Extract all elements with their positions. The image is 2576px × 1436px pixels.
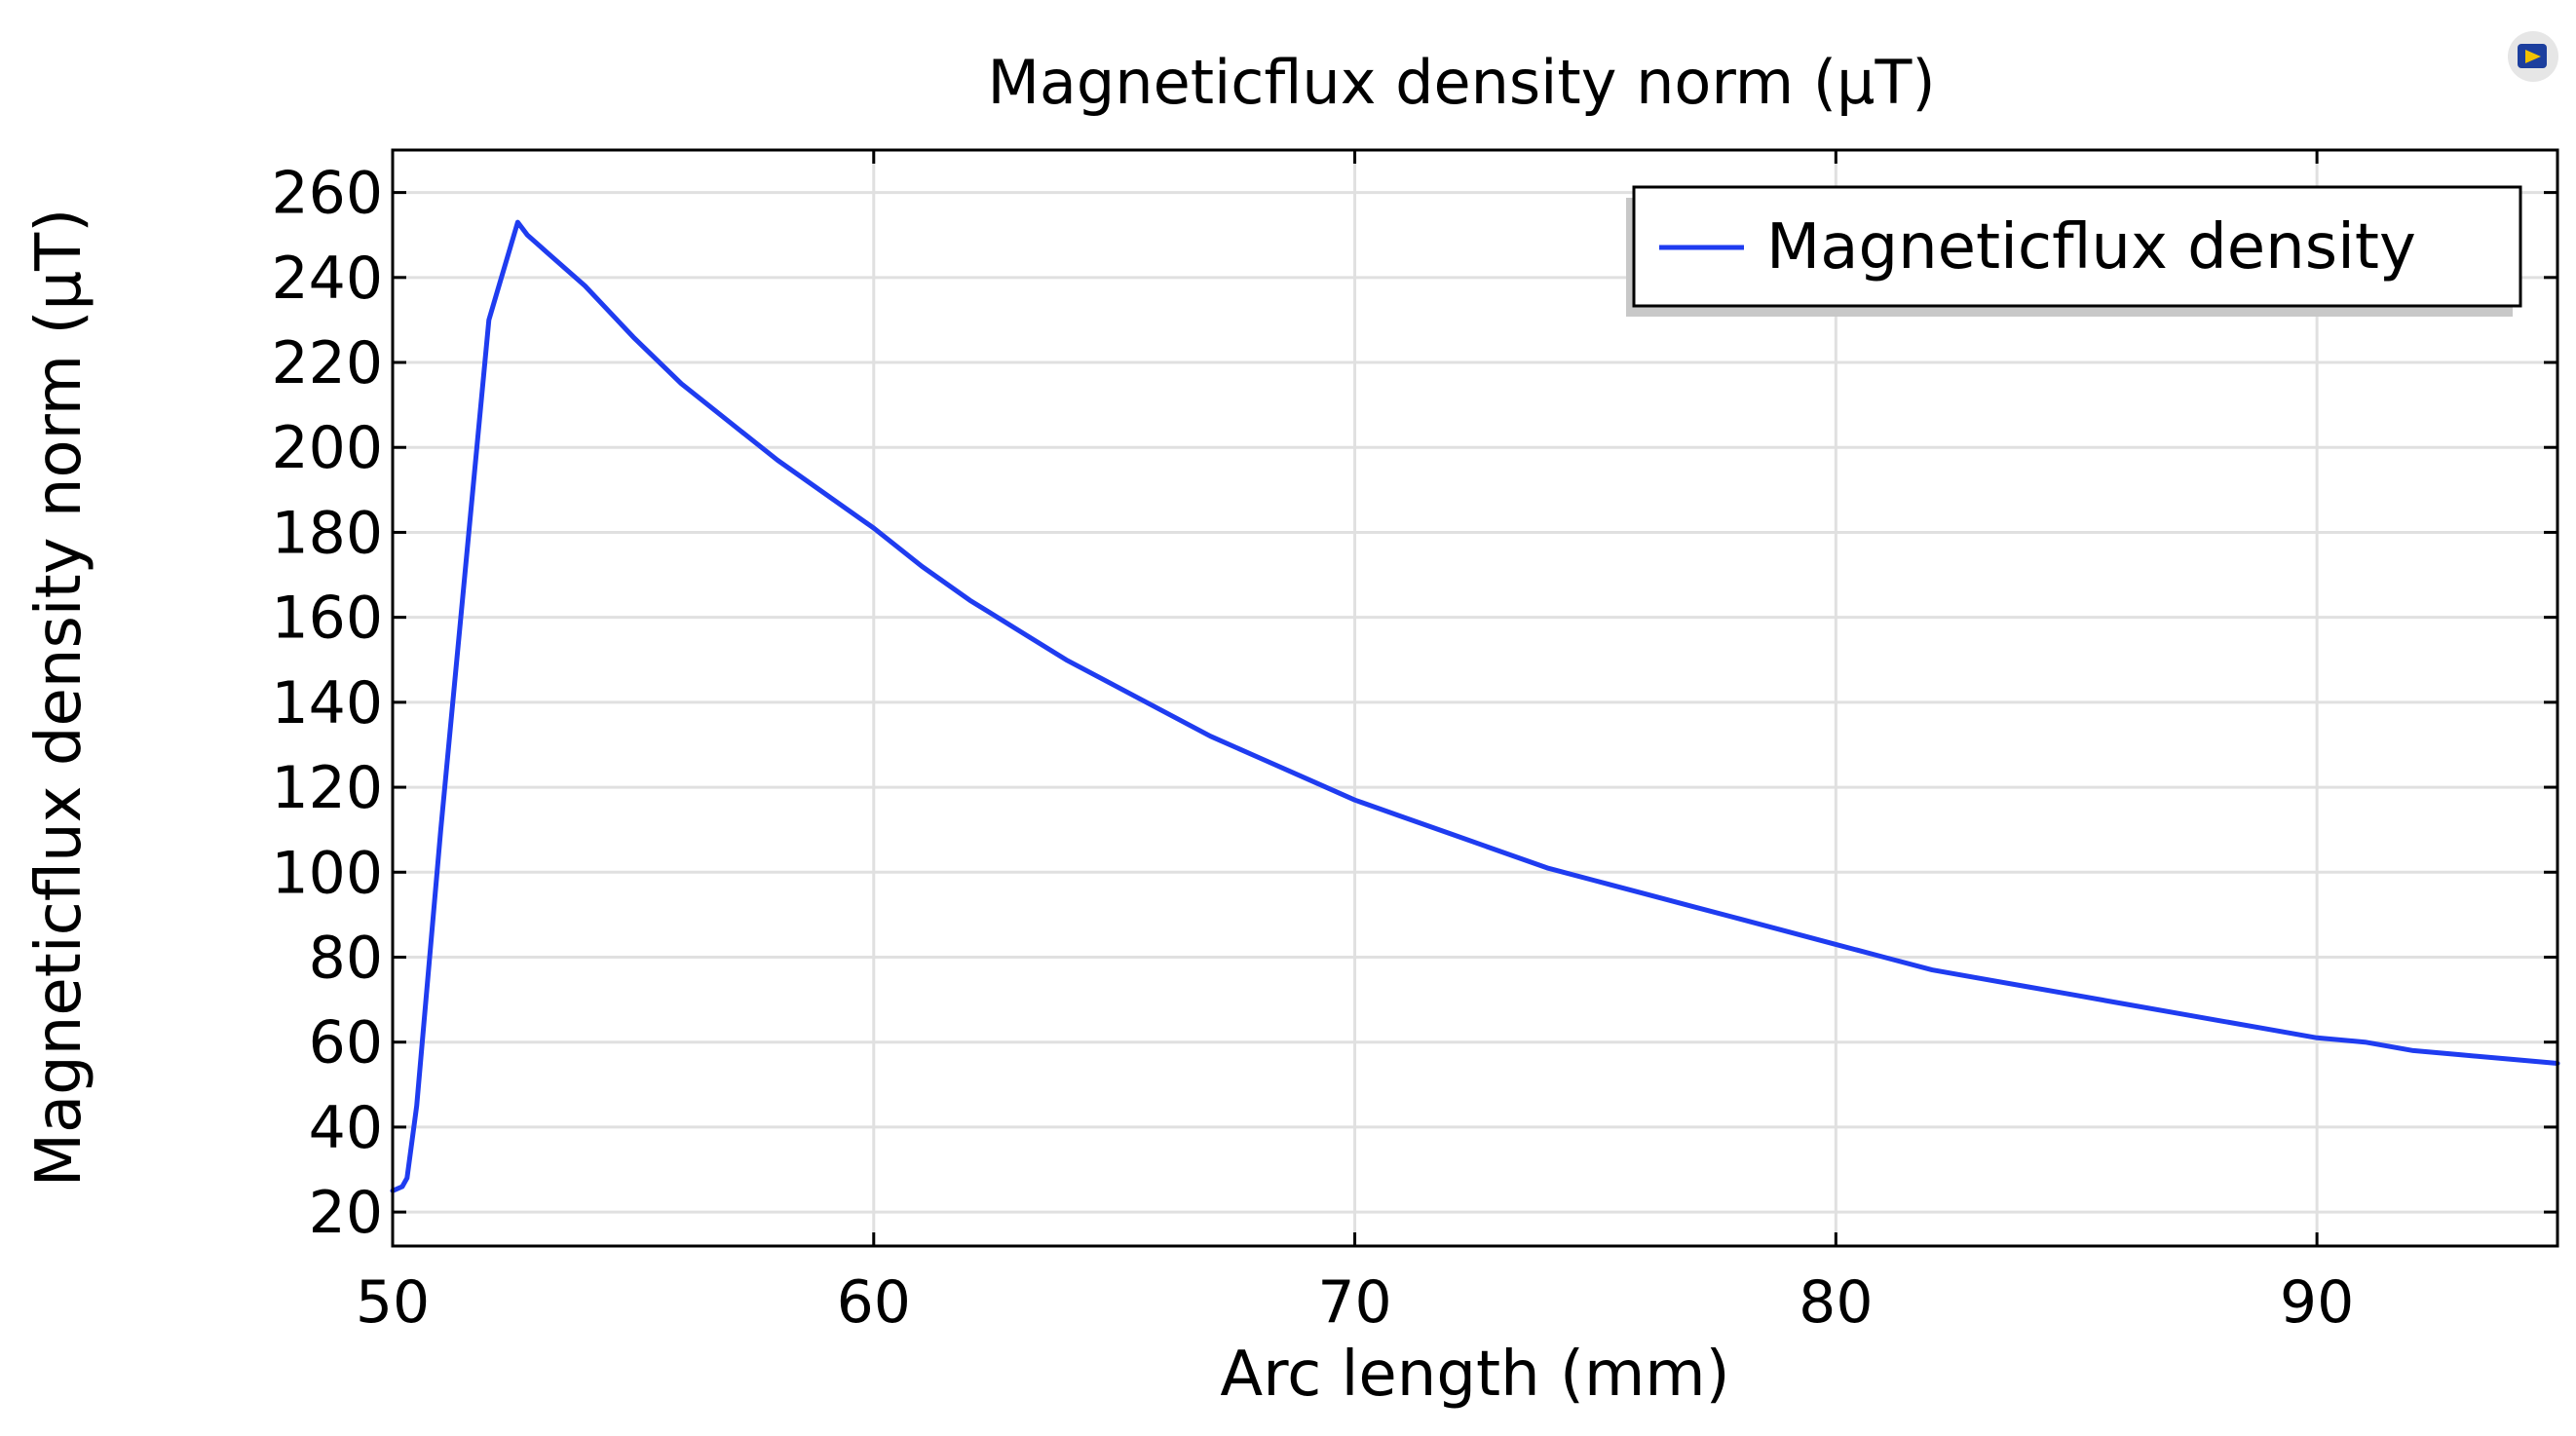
y-axis-title: Magneticflux density norm (µT) [23,208,95,1188]
y-tick-label: 260 [271,160,383,228]
x-tick-labels: 50 60 70 80 90 [356,1268,2354,1337]
y-tick-label: 60 [309,1009,383,1077]
logo-triangle [2525,50,2541,63]
x-tick-label: 50 [356,1268,430,1337]
x-tick-label: 80 [1799,1268,1873,1337]
y-tick-label: 120 [271,754,383,822]
y-tick-label: 20 [309,1179,383,1247]
plot-frame [391,148,2559,1248]
legend-label: Magneticflux density [1766,211,2416,283]
chart-title: Magneticflux density norm (µT) [987,47,1935,118]
gridlines [393,150,2557,1246]
series-layer [390,219,2560,1193]
comsol-logo-icon [2508,31,2558,82]
y-tick-label: 220 [271,329,383,397]
series-line [390,219,2560,1193]
y-tick-label: 40 [309,1094,383,1162]
x-axis-title: Arc length (mm) [1220,1339,1729,1411]
x-tick-label: 60 [837,1268,911,1337]
axis-ticks [391,150,2557,1246]
x-tick-label: 70 [1317,1268,1391,1337]
y-tick-label: 140 [271,669,383,737]
legend-box [1632,185,2522,308]
legend: Magneticflux density [1626,185,2522,317]
y-tick-label: 200 [271,414,383,482]
y-tick-label: 240 [271,245,383,313]
y-tick-label: 80 [309,924,383,992]
y-tick-labels: 20 40 60 80 100 120 140 160 180 200 220 240 260 [271,160,383,1248]
y-tick-label: 160 [271,585,383,653]
y-tick-label: 180 [271,499,383,567]
y-tick-label: 100 [271,839,383,907]
x-tick-label: 90 [2280,1268,2354,1337]
